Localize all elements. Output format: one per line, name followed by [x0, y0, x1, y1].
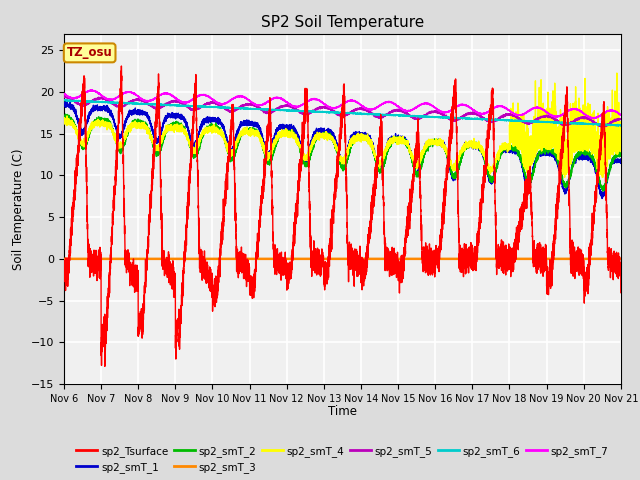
sp2_smT_4 — [617, 149, 625, 155]
sp2_smT_6 — [60, 97, 68, 103]
sp2_smT_4 — [467, 139, 475, 144]
sp2_Tsurface — [118, 63, 125, 69]
sp2_Tsurface — [467, 248, 475, 254]
sp2_smT_1 — [60, 102, 68, 108]
sp2_Tsurface — [101, 363, 109, 369]
sp2_smT_3 — [593, 256, 601, 262]
sp2_smT_7 — [250, 100, 257, 106]
sp2_smT_5 — [467, 110, 475, 116]
Line: sp2_smT_5: sp2_smT_5 — [64, 96, 621, 127]
sp2_smT_3 — [60, 256, 68, 262]
sp2_Tsurface — [60, 261, 68, 267]
sp2_smT_1 — [63, 98, 71, 104]
sp2_smT_2 — [617, 153, 625, 158]
sp2_smT_7 — [88, 87, 96, 93]
sp2_smT_3 — [617, 256, 625, 262]
Line: sp2_smT_7: sp2_smT_7 — [64, 90, 621, 119]
sp2_smT_4 — [60, 117, 68, 122]
sp2_smT_6 — [594, 121, 602, 127]
sp2_smT_7 — [587, 114, 595, 120]
X-axis label: Time: Time — [328, 405, 357, 418]
sp2_smT_6 — [467, 115, 475, 121]
sp2_smT_7 — [590, 116, 598, 122]
sp2_smT_5 — [483, 118, 491, 124]
sp2_smT_2 — [250, 127, 257, 133]
sp2_smT_7 — [617, 112, 625, 118]
sp2_smT_7 — [324, 104, 332, 109]
sp2_smT_1 — [324, 131, 332, 137]
sp2_smT_7 — [60, 91, 68, 96]
sp2_smT_4 — [599, 175, 607, 180]
sp2_smT_1 — [594, 175, 602, 180]
sp2_smT_7 — [594, 115, 602, 120]
sp2_smT_1 — [483, 167, 491, 173]
sp2_smT_2 — [60, 114, 68, 120]
sp2_smT_2 — [594, 171, 602, 177]
sp2_smT_6 — [587, 121, 595, 127]
sp2_smT_6 — [614, 123, 622, 129]
sp2_smT_1 — [250, 121, 257, 127]
sp2_smT_5 — [617, 116, 625, 122]
Y-axis label: Soil Temperature (C): Soil Temperature (C) — [12, 148, 26, 270]
sp2_smT_5 — [594, 122, 602, 128]
sp2_Tsurface — [587, 247, 595, 252]
sp2_smT_5 — [598, 124, 606, 130]
sp2_smT_3 — [587, 256, 595, 262]
sp2_Tsurface — [594, 180, 602, 185]
sp2_smT_2 — [587, 152, 595, 158]
sp2_smT_1 — [617, 157, 625, 163]
Line: sp2_smT_4: sp2_smT_4 — [64, 73, 621, 178]
sp2_smT_5 — [324, 105, 332, 111]
Line: sp2_smT_1: sp2_smT_1 — [64, 101, 621, 198]
sp2_smT_5 — [587, 117, 595, 122]
sp2_Tsurface — [250, 287, 257, 293]
sp2_smT_4 — [250, 132, 257, 137]
Line: sp2_Tsurface: sp2_Tsurface — [64, 66, 621, 366]
Title: SP2 Soil Temperature: SP2 Soil Temperature — [260, 15, 424, 30]
sp2_smT_4 — [593, 163, 601, 168]
sp2_smT_2 — [599, 188, 607, 194]
sp2_smT_3 — [324, 256, 332, 262]
sp2_smT_3 — [467, 256, 475, 262]
sp2_smT_6 — [250, 106, 257, 111]
sp2_Tsurface — [324, 277, 332, 283]
Text: TZ_osu: TZ_osu — [67, 47, 113, 60]
sp2_smT_3 — [250, 256, 257, 262]
sp2_smT_5 — [250, 102, 257, 108]
sp2_smT_6 — [324, 109, 332, 115]
sp2_smT_5 — [60, 93, 68, 99]
Line: sp2_smT_6: sp2_smT_6 — [64, 100, 621, 126]
sp2_smT_1 — [467, 144, 475, 149]
sp2_smT_2 — [324, 132, 332, 137]
Legend: sp2_Tsurface, sp2_smT_1, sp2_smT_2, sp2_smT_3, sp2_smT_4, sp2_smT_5, sp2_smT_6, : sp2_Tsurface, sp2_smT_1, sp2_smT_2, sp2_… — [72, 442, 612, 477]
sp2_smT_7 — [483, 110, 491, 116]
sp2_smT_1 — [598, 195, 606, 201]
sp2_smT_6 — [62, 97, 70, 103]
sp2_smT_2 — [467, 142, 475, 148]
sp2_smT_2 — [61, 111, 69, 117]
sp2_smT_6 — [617, 122, 625, 128]
sp2_smT_4 — [483, 161, 490, 167]
sp2_smT_5 — [61, 93, 69, 99]
Line: sp2_smT_2: sp2_smT_2 — [64, 114, 621, 191]
sp2_smT_1 — [587, 159, 595, 165]
sp2_smT_6 — [483, 117, 491, 123]
sp2_smT_4 — [587, 142, 595, 148]
sp2_Tsurface — [483, 140, 491, 146]
sp2_smT_7 — [467, 106, 475, 111]
sp2_smT_3 — [483, 256, 490, 262]
sp2_Tsurface — [617, 290, 625, 296]
sp2_smT_4 — [613, 70, 621, 76]
sp2_smT_4 — [324, 130, 332, 136]
sp2_smT_2 — [483, 162, 491, 168]
